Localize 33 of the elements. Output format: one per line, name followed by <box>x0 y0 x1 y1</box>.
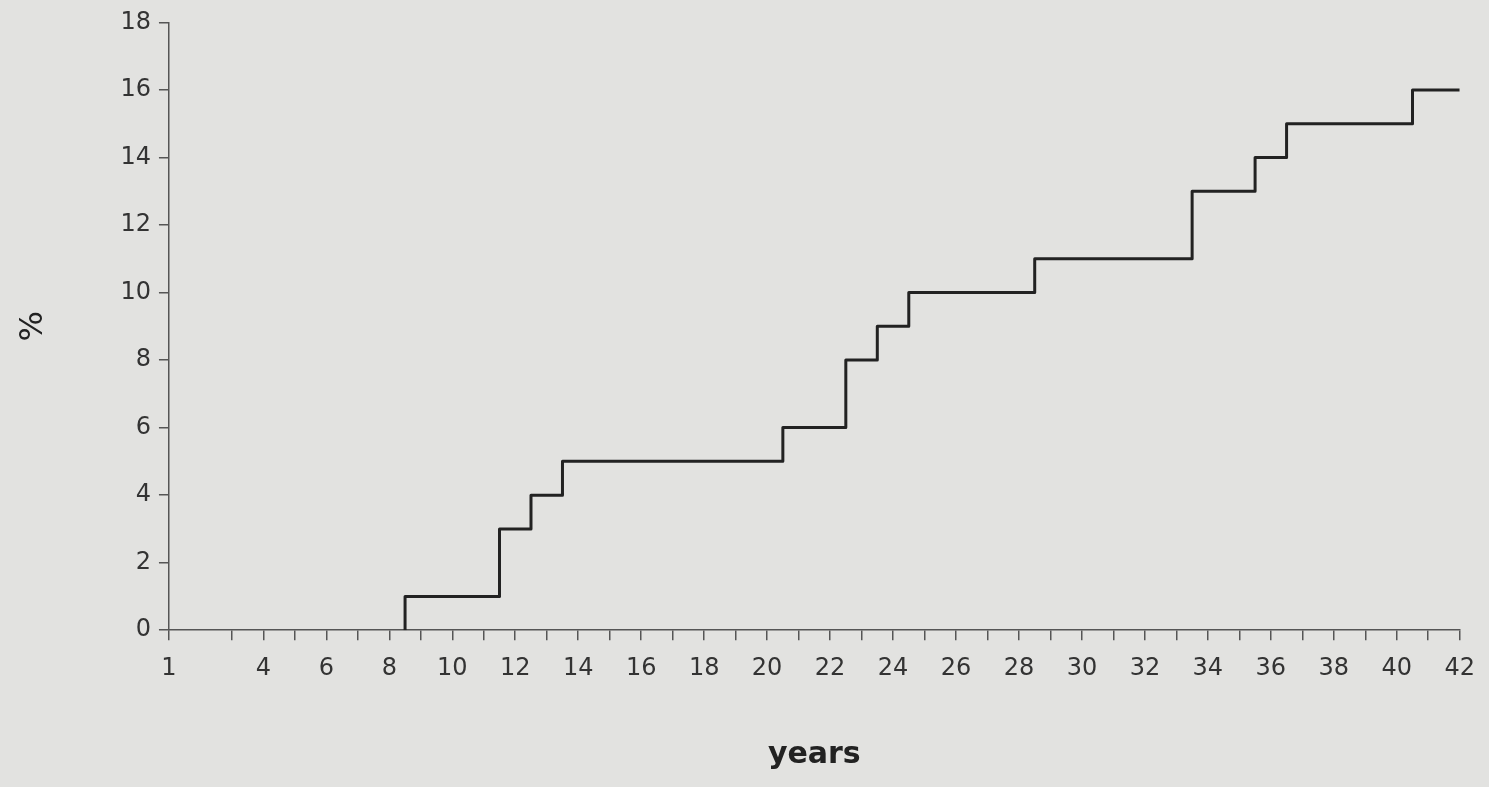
x-tick-label: 20 <box>751 652 783 681</box>
x-tick-label: 16 <box>625 652 657 681</box>
y-tick-label: 10 <box>120 276 151 305</box>
x-tick-label: 8 <box>381 652 397 681</box>
y-tick-label: 18 <box>120 6 151 35</box>
y-tick-label: 2 <box>135 546 151 575</box>
x-tick-label: 34 <box>1192 652 1224 681</box>
x-tick-label: 6 <box>318 652 334 681</box>
y-tick-label: 0 <box>135 614 151 643</box>
y-tick-label: 16 <box>120 74 151 103</box>
y-tick-label: 6 <box>135 411 151 440</box>
x-tick-label: 18 <box>688 652 720 681</box>
y-tick-label: 14 <box>120 141 151 170</box>
x-tick-label: 24 <box>877 652 909 681</box>
x-tick-label: 10 <box>437 652 468 681</box>
x-tick-label: 36 <box>1255 652 1287 681</box>
x-tick-label: 30 <box>1066 652 1098 681</box>
y-tick-label: 8 <box>135 344 151 373</box>
x-tick-label: 22 <box>814 652 846 681</box>
x-tick-label: 28 <box>1003 652 1035 681</box>
y-tick-label: 12 <box>120 209 151 238</box>
x-tick-label: 26 <box>940 652 972 681</box>
x-tick-label: 32 <box>1129 652 1161 681</box>
x-tick-label: 4 <box>255 652 272 681</box>
x-tick-label: 12 <box>499 652 531 681</box>
x-tick-label: 38 <box>1318 652 1350 681</box>
x-tick-label: 42 <box>1444 652 1475 681</box>
x-tick-label: 40 <box>1381 652 1413 681</box>
x-axis-title: years <box>767 734 861 770</box>
y-tick-label: 4 <box>135 479 151 508</box>
x-tick-label: 1 <box>161 652 177 681</box>
x-tick-label: 14 <box>562 652 594 681</box>
y-axis-title: % <box>11 311 50 342</box>
